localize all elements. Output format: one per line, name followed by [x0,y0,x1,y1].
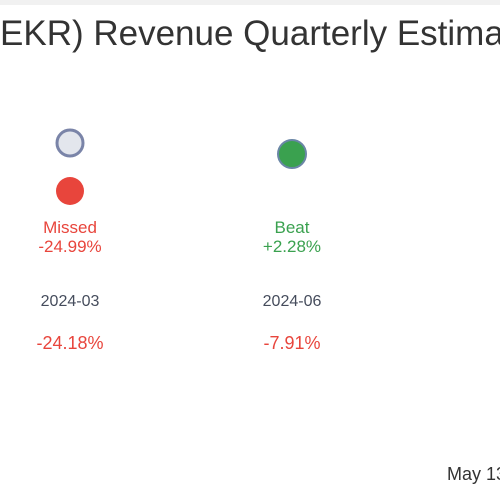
result-label: Beat [275,218,310,237]
period-label: 2024-06 [263,293,322,310]
change-label: -24.18% [36,333,103,353]
actual-marker [56,177,84,205]
actual-marker [277,139,307,169]
surprise-label: +2.28% [263,237,321,256]
chart-title: EKR) Revenue Quarterly Estima [0,14,500,53]
period-label: 2024-03 [41,293,100,310]
surprise-label: -24.99% [38,237,101,256]
chart-layer: Missed-24.99% 2024-03 -24.18% Beat+2.28% 202… [36,128,322,353]
change-label: -7.91% [263,333,320,353]
footer-date: May 13 [446,464,500,484]
estimate-marker [55,128,85,158]
result-label: Missed [43,218,97,237]
top-divider [0,0,500,5]
